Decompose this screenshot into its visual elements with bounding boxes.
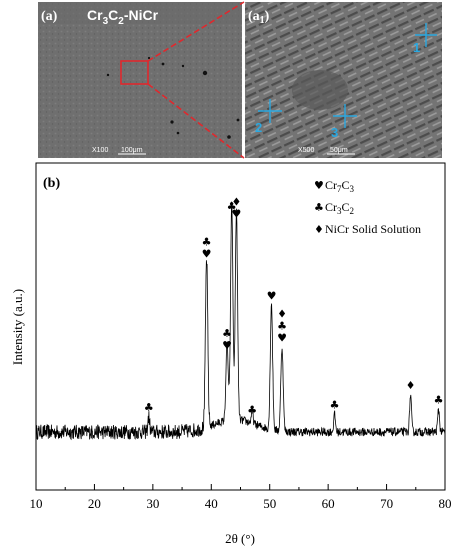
peak-labels: ♣♣ ♥♣ ♥♣♦ ♥♣♥♦ ♣ ♥♣♦♣ (144, 196, 444, 417)
sem-image-a (38, 2, 242, 158)
legend-symbol-1: ♣ (314, 201, 324, 214)
y-axis-label: Intensity (a.u.) (10, 289, 25, 365)
marker-2-label: 2 (255, 120, 262, 135)
peak-label-2: ♣ ♥ (222, 327, 232, 352)
sem-dark-pores (106, 56, 240, 139)
marker-3-label: 3 (331, 125, 338, 140)
panel-a1-label: (a1) (248, 9, 270, 26)
panel-b-label: (b) (43, 176, 60, 191)
legend-entry-2: NiCr Solid Solution (325, 222, 421, 236)
x-axis: 10 20 30 40 50 60 70 80 (30, 484, 452, 511)
sem-dark-region (292, 70, 348, 110)
zoom-box (120, 60, 149, 85)
panel-b: (b) ♣♣ ♥♣ ♥♣♦ ♥♣♥♦ ♣ ♥♣♦♣ 10 20 30 40 50 60 70 80 2θ… (10, 162, 452, 546)
zoom-line-bottom (147, 83, 245, 159)
xrd-series-line (35, 201, 446, 441)
x-axis-label: 2θ (°) (225, 531, 255, 546)
panel-a-scale-label: 100μm (121, 147, 143, 154)
peak-label-6: ♥ (267, 290, 277, 303)
legend: ♥ Cr7C3♣ Cr3C2♦ NiCr Solid Solution (314, 178, 421, 236)
x-tick-label: 50 (263, 496, 276, 511)
legend-entry-0: Cr7C3 (325, 178, 355, 194)
panel-a: (a) Cr3C2-NiCr X100 100μm (38, 2, 242, 158)
marker-2 (258, 99, 282, 123)
title-band (38, 2, 242, 24)
panel-a-magnification: X100 (92, 147, 108, 154)
peak-label-10: ♣ (434, 394, 444, 407)
peak-label-7: ♦ ♣ ♥ (277, 308, 287, 345)
marker-3 (333, 104, 357, 128)
zoom-line-top (147, 1, 245, 62)
panel-a-title: Cr3C2-NiCr (87, 7, 159, 27)
peak-label-4: ♦ ♥ (231, 196, 241, 221)
legend-entry-1: Cr3C2 (325, 200, 354, 216)
x-tick-label: 30 (146, 496, 159, 511)
x-tick-label: 10 (30, 496, 43, 511)
x-tick-label: 20 (88, 496, 101, 511)
legend-symbol-0: ♥ (314, 179, 324, 192)
x-tick-label: 80 (439, 496, 452, 511)
marker-1 (415, 23, 437, 47)
peak-label-9: ♦ (406, 379, 416, 392)
x-tick-label: 70 (380, 496, 393, 511)
x-tick-label: 40 (205, 496, 218, 511)
marker-1-label: 1 (413, 40, 420, 55)
panel-a-label: (a) (41, 9, 58, 24)
x-tick-label: 60 (322, 496, 335, 511)
panel-a1: (a1) 1 2 3 X500 50μm (245, 2, 442, 158)
panel-a1-scale-label: 50μm (330, 147, 348, 154)
peak-label-1: ♣ ♥ (202, 235, 212, 260)
peak-label-3: ♣ (227, 200, 237, 213)
panel-a1-magnification: X500 (298, 147, 314, 154)
legend-symbol-2: ♦ (314, 223, 324, 236)
peak-label-8: ♣ (330, 399, 340, 412)
peak-label-5: ♣ (247, 404, 257, 417)
peak-label-0: ♣ (144, 401, 154, 414)
